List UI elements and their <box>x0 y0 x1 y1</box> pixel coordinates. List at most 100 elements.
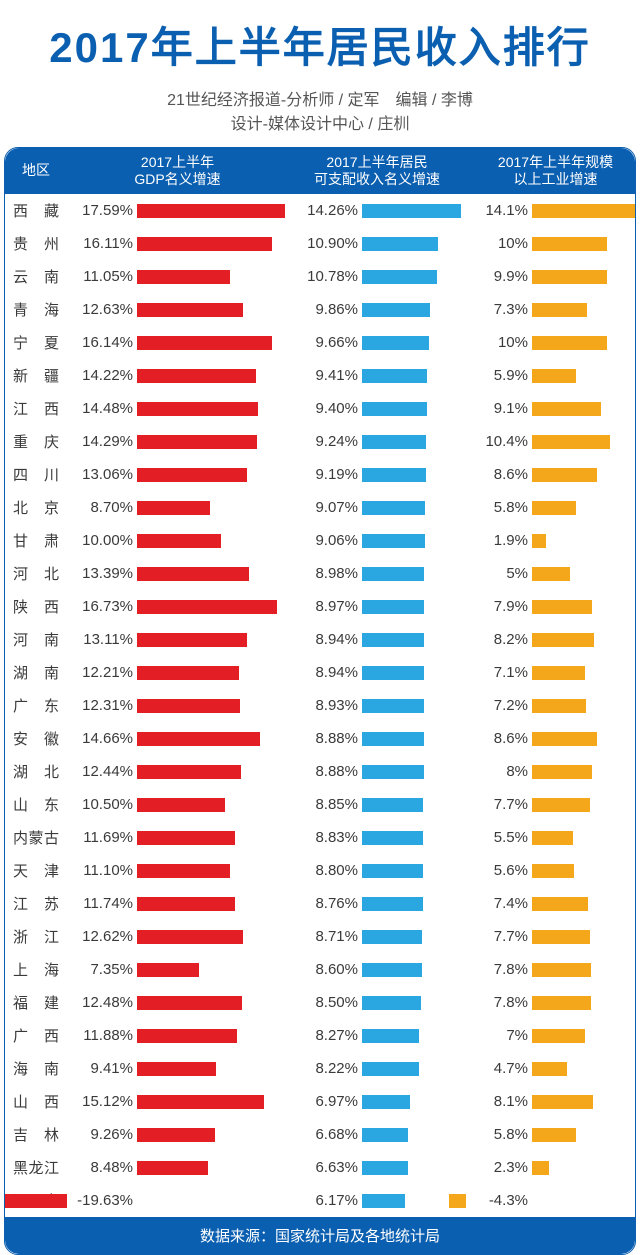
industry-bar-slot <box>532 202 636 219</box>
industry-value: 7.3% <box>466 301 532 318</box>
table-row: 内蒙古11.69%8.83%5.5% <box>5 821 635 854</box>
region-cell: 山 西 <box>5 1091 67 1112</box>
region-cell: 青 海 <box>5 299 67 320</box>
region-cell: 上 海 <box>5 959 67 980</box>
gdp-bar-slot <box>137 1126 288 1143</box>
income-bar <box>362 435 426 449</box>
table-row: 甘 肃10.00%9.06%1.9% <box>5 524 635 557</box>
table-row: 黑龙江8.48%6.63%2.3% <box>5 1151 635 1184</box>
income-value: 8.60% <box>288 961 362 978</box>
income-bar-slot <box>362 697 466 714</box>
income-bar-slot <box>362 862 466 879</box>
industry-value: 7.8% <box>466 994 532 1011</box>
industry-value: 14.1% <box>466 202 532 219</box>
gdp-bar <box>137 996 242 1010</box>
table-row: 广 西11.88%8.27%7% <box>5 1019 635 1052</box>
table-header: 地区 2017上半年 GDP名义增速 2017上半年居民 可支配收入名义增速 2… <box>5 148 635 194</box>
gdp-bar-slot <box>137 499 288 516</box>
gdp-value: 12.48% <box>67 994 137 1011</box>
income-bar <box>362 1062 419 1076</box>
table-row: 贵 州16.11%10.90%10% <box>5 227 635 260</box>
income-bar-slot <box>362 532 466 549</box>
industry-value: 7% <box>466 1027 532 1044</box>
gdp-bar <box>137 831 235 845</box>
industry-value: 7.2% <box>466 697 532 714</box>
income-bar-slot <box>362 367 466 384</box>
gdp-value: 8.48% <box>67 1159 137 1176</box>
region-cell: 湖 北 <box>5 761 67 782</box>
industry-value: 10% <box>466 235 532 252</box>
industry-value: 5.6% <box>466 862 532 879</box>
table-row: 西 藏17.59%14.26%14.1% <box>5 194 635 227</box>
income-bar <box>362 237 438 251</box>
industry-value: 7.4% <box>466 895 532 912</box>
industry-value: 4.7% <box>466 1060 532 1077</box>
industry-bar-slot <box>532 598 636 615</box>
industry-bar-slot <box>532 400 636 417</box>
region-cell: 江 西 <box>5 398 67 419</box>
income-bar <box>362 798 423 812</box>
income-bar <box>362 897 423 911</box>
gdp-value: 10.00% <box>67 532 137 549</box>
income-bar <box>362 336 429 350</box>
region-cell: 贵 州 <box>5 233 67 254</box>
subtitle-line-1: 21世纪经济报道-分析师 / 定军 编辑 / 李博 <box>0 89 640 113</box>
gdp-bar-slot <box>137 895 288 912</box>
header-gdp: 2017上半年 GDP名义增速 <box>134 154 220 189</box>
table-row: 江 西14.48%9.40%9.1% <box>5 392 635 425</box>
table-row: 吉 林9.26%6.68%5.8% <box>5 1118 635 1151</box>
income-bar-slot <box>362 1027 466 1044</box>
income-value: 9.41% <box>288 367 362 384</box>
industry-bar-slot <box>532 994 636 1011</box>
table-row: 北 京8.70%9.07%5.8% <box>5 491 635 524</box>
industry-bar-slot <box>532 1126 636 1143</box>
income-value: 8.71% <box>288 928 362 945</box>
gdp-bar <box>137 600 277 614</box>
income-bar-slot <box>362 400 466 417</box>
gdp-bar-slot <box>137 829 288 846</box>
income-bar-slot <box>362 301 466 318</box>
income-bar-slot <box>362 499 466 516</box>
table-row: 浙 江12.62%8.71%7.7% <box>5 920 635 953</box>
industry-bar-slot <box>532 697 636 714</box>
income-value: 6.97% <box>288 1093 362 1110</box>
gdp-value: 10.50% <box>67 796 137 813</box>
gdp-value: 15.12% <box>67 1093 137 1110</box>
gdp-bar <box>4 1194 67 1208</box>
industry-value: 7.9% <box>466 598 532 615</box>
gdp-bar-slot <box>137 400 288 417</box>
gdp-value: 16.73% <box>67 598 137 615</box>
industry-value: 8.2% <box>466 631 532 648</box>
income-value: 8.97% <box>288 598 362 615</box>
income-bar <box>362 963 422 977</box>
gdp-bar <box>137 897 235 911</box>
industry-bar-slot <box>532 565 636 582</box>
ranking-table: 地区 2017上半年 GDP名义增速 2017上半年居民 可支配收入名义增速 2… <box>4 147 636 1255</box>
region-cell: 内蒙古 <box>5 827 67 848</box>
gdp-bar <box>137 666 239 680</box>
income-value: 8.80% <box>288 862 362 879</box>
income-value: 9.86% <box>288 301 362 318</box>
industry-bar <box>532 666 585 680</box>
gdp-bar <box>137 699 240 713</box>
industry-bar-slot <box>532 928 636 945</box>
gdp-value: 12.62% <box>67 928 137 945</box>
income-bar <box>362 732 424 746</box>
income-bar <box>362 600 424 614</box>
gdp-bar <box>137 303 243 317</box>
income-value: 8.27% <box>288 1027 362 1044</box>
table-row: 山 西15.12%6.97%8.1% <box>5 1085 635 1118</box>
table-row: 海 南9.41%8.22%4.7% <box>5 1052 635 1085</box>
income-bar <box>362 402 427 416</box>
industry-bar-slot <box>532 862 636 879</box>
gdp-bar <box>137 369 256 383</box>
income-bar <box>362 1095 410 1109</box>
industry-bar <box>532 897 588 911</box>
gdp-bar-slot <box>137 268 288 285</box>
industry-bar-slot <box>532 499 636 516</box>
income-bar-slot <box>362 961 466 978</box>
region-cell: 安 徽 <box>5 728 67 749</box>
industry-bar-slot <box>532 1159 636 1176</box>
gdp-value: 14.48% <box>67 400 137 417</box>
industry-bar <box>532 336 607 350</box>
